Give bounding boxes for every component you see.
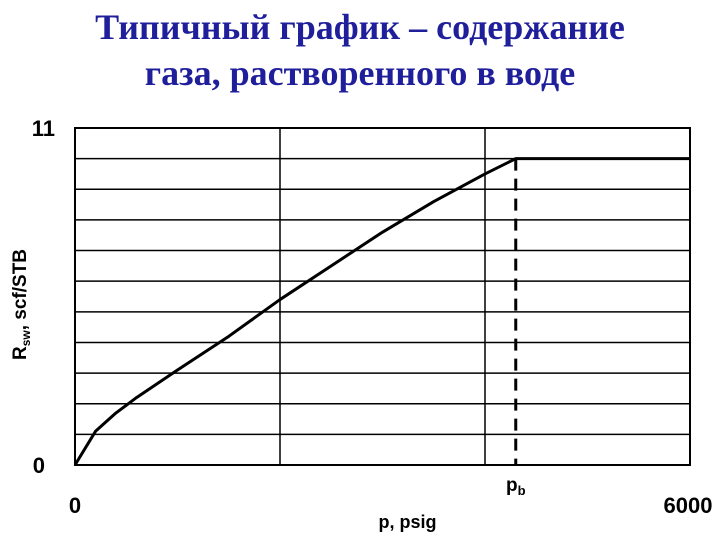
y-axis-label-main: R [10, 346, 31, 360]
slide-title: Типичный график – содержание газа, раств… [0, 4, 720, 96]
title-line-2: газа, растворенного в воде [144, 53, 576, 93]
x-tick-label-min: 0 [69, 493, 81, 518]
y-tick-label-max: 11 [32, 116, 55, 141]
solubility-curve [73, 157, 690, 466]
vertical-gridlines [279, 128, 486, 465]
x-tick-label-max: 6000 [664, 493, 713, 518]
y-axis-label-rest: , scf/STB [10, 249, 31, 330]
bubble-point-label-main: p [506, 475, 518, 496]
x-axis-label: p, psig [379, 512, 437, 532]
y-axis-label-sub: sw [19, 330, 33, 347]
title-line-1: Типичный график – содержание [95, 7, 625, 47]
bubble-point-label-sub: b [518, 483, 526, 498]
plot-frame [74, 127, 691, 466]
y-tick-label-min: 0 [33, 453, 45, 478]
y-axis-label: Rsw, scf/STB [10, 249, 33, 360]
bubble-point-label: pb [506, 475, 526, 498]
horizontal-gridlines [75, 157, 690, 436]
